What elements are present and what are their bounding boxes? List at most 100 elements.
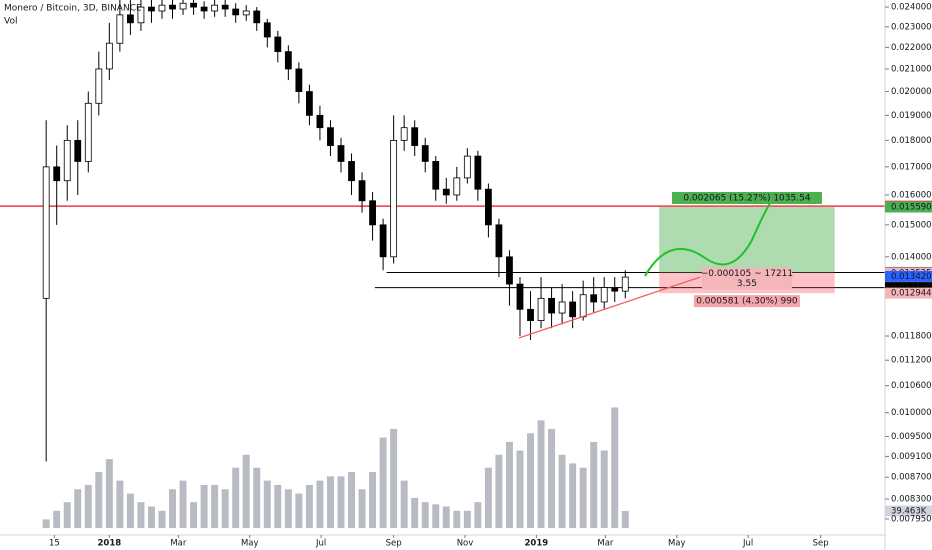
volume-bar: [190, 502, 198, 528]
volume-bar: [316, 480, 324, 528]
volume-bar: [337, 476, 345, 528]
volume-bar: [495, 454, 503, 528]
y-tick-label: 0.014000: [891, 252, 932, 262]
x-tick-label: 2018: [98, 539, 122, 549]
candle-body: [295, 68, 303, 92]
volume-bar: [579, 467, 587, 528]
volume-bar: [305, 484, 313, 528]
volume-bar: [169, 489, 177, 528]
volume-bar: [126, 493, 134, 528]
volume-bar: [274, 484, 282, 528]
candle-body: [442, 188, 450, 196]
y-tick-label: 0.010000: [891, 408, 932, 418]
volume-bar: [432, 504, 440, 528]
candle-body: [53, 166, 61, 182]
position-label: 0.002065 (15.27%) 1035.54: [683, 193, 810, 203]
candle-body: [516, 283, 524, 310]
x-tick-label: May: [241, 539, 259, 549]
position-label-bg: [701, 277, 792, 290]
y-tick-label: 0.011200: [891, 356, 932, 366]
price-tag-label: 0.015590: [891, 202, 932, 212]
volume-bar: [253, 467, 261, 528]
position-label: 3.55: [737, 279, 757, 289]
trendline: [518, 276, 701, 339]
y-tick-label: 0.007950: [891, 515, 932, 525]
candle-body: [232, 8, 240, 16]
volume-bar: [95, 472, 103, 528]
target-zone: [659, 206, 835, 273]
candle-body: [306, 91, 313, 116]
volume-bar: [232, 467, 240, 528]
y-tick-label: 0.023000: [891, 22, 932, 32]
y-tick-label: 0.009500: [891, 432, 932, 442]
price-tag-label: 0.012944: [891, 289, 932, 299]
candle-body: [484, 188, 492, 226]
position-label-bg: [693, 295, 800, 308]
x-tick-label: Sep: [386, 539, 402, 549]
candle-body: [221, 4, 229, 10]
candle-body: [411, 127, 419, 146]
y-tick-label: 0.010600: [891, 381, 932, 391]
candle-body: [421, 145, 429, 162]
candle-body: [179, 2, 187, 10]
volume-bar: [611, 407, 619, 528]
x-tick-label: Jul: [315, 539, 326, 549]
volume-bar: [527, 433, 535, 528]
candle-body: [600, 287, 608, 303]
candle-body: [316, 114, 324, 129]
volume-bar: [463, 510, 471, 528]
volume-bar: [348, 472, 356, 528]
volume-bar: [179, 480, 187, 528]
candle-body: [569, 301, 577, 318]
volume-bar: [221, 489, 229, 528]
candle-body: [337, 145, 345, 162]
volume-bar: [484, 467, 492, 528]
candle-body: [169, 4, 176, 10]
volume-bar: [390, 428, 398, 528]
candle-body: [200, 6, 208, 12]
candle-body: [242, 10, 250, 16]
candle-body: [369, 200, 376, 226]
candle-body: [253, 10, 261, 24]
volume-bar: [53, 510, 61, 528]
y-tick-label: 0.018000: [891, 136, 932, 146]
y-tick-label: 0.011800: [891, 332, 932, 342]
candle-body: [527, 308, 534, 321]
volume-bar: [411, 497, 419, 528]
candle-body: [432, 161, 440, 190]
price-tag: [885, 201, 932, 213]
projection-curve: [644, 202, 771, 277]
volume-bar: [284, 489, 292, 528]
volume-bar: [621, 511, 629, 528]
y-tick-label: 0.021000: [891, 64, 932, 74]
volume-bar: [590, 441, 598, 528]
volume-bar: [74, 489, 82, 528]
chart-title: Monero / Bitcoin, 3D, BINANCE: [4, 4, 142, 14]
y-tick-label: 0.017000: [891, 162, 932, 172]
candle-body: [379, 224, 387, 258]
y-tick-label: 0.024000: [891, 3, 932, 13]
price-tag-label: 0.013420: [891, 272, 932, 282]
position-label: −0.000105 ~ 17211: [701, 269, 793, 279]
volume-bar: [358, 489, 366, 528]
candle-body: [611, 287, 619, 292]
candle-body: [95, 68, 103, 104]
x-tick-label: May: [668, 539, 686, 549]
candle-body: [463, 155, 471, 179]
volume-bar: [569, 463, 577, 528]
volume-bar: [400, 480, 408, 528]
volume-tag: [885, 505, 932, 517]
volume-bar: [558, 454, 566, 528]
x-tick-label: 2019: [525, 539, 549, 549]
x-tick-label: Nov: [457, 539, 474, 549]
candle-body: [84, 102, 92, 162]
volume-tag-label: 39.463K: [891, 507, 927, 517]
candle-body: [506, 256, 513, 285]
volume-label: Vol: [4, 17, 17, 27]
y-tick-label: 0.020000: [891, 87, 932, 97]
volume-bar: [516, 450, 524, 528]
y-tick-label: 0.009100: [891, 452, 932, 462]
y-tick-label: 0.016000: [891, 190, 932, 200]
y-tick-label: 0.008700: [891, 473, 932, 483]
